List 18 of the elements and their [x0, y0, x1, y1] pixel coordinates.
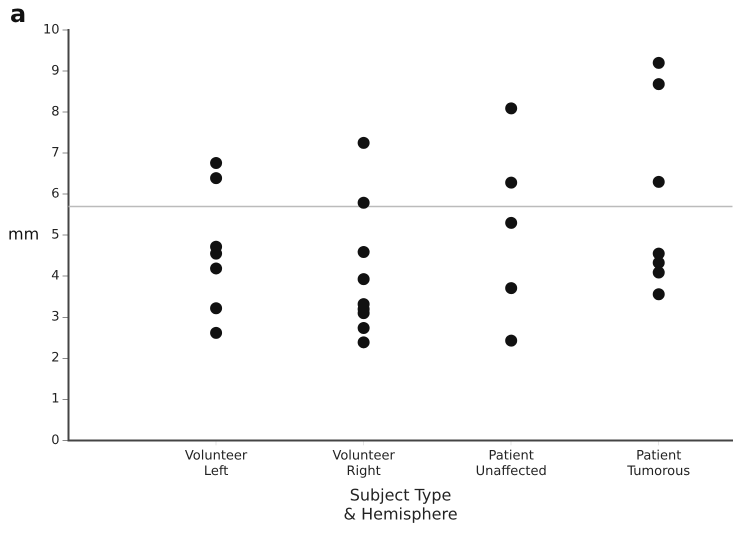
y-tick-label: 8: [51, 104, 60, 120]
x-tick-label: Volunteer Left: [184, 448, 248, 480]
y-tick-label: 10: [42, 22, 60, 38]
x-tick-label: Patient Unaffected: [476, 448, 547, 480]
y-tick-label: 7: [51, 145, 60, 160]
y-axis-title: mm: [8, 224, 40, 244]
y-tick-label: 3: [51, 310, 60, 325]
x-tick-label: Volunteer Right: [332, 448, 396, 480]
chart-title: a: [10, 0, 26, 28]
y-tick-label: 6: [51, 186, 60, 202]
y-tick-label: 4: [51, 268, 60, 284]
y-tick-label: 2: [51, 350, 60, 366]
y-tick-label: 0: [51, 432, 60, 448]
y-tick-label: 1: [51, 392, 60, 407]
y-tick-label: 5: [51, 228, 60, 243]
y-tick-label: 9: [51, 63, 60, 78]
x-axis-title: Subject Type & Hemisphere: [344, 485, 458, 524]
x-tick-label: Patient Tumorous: [626, 448, 690, 480]
